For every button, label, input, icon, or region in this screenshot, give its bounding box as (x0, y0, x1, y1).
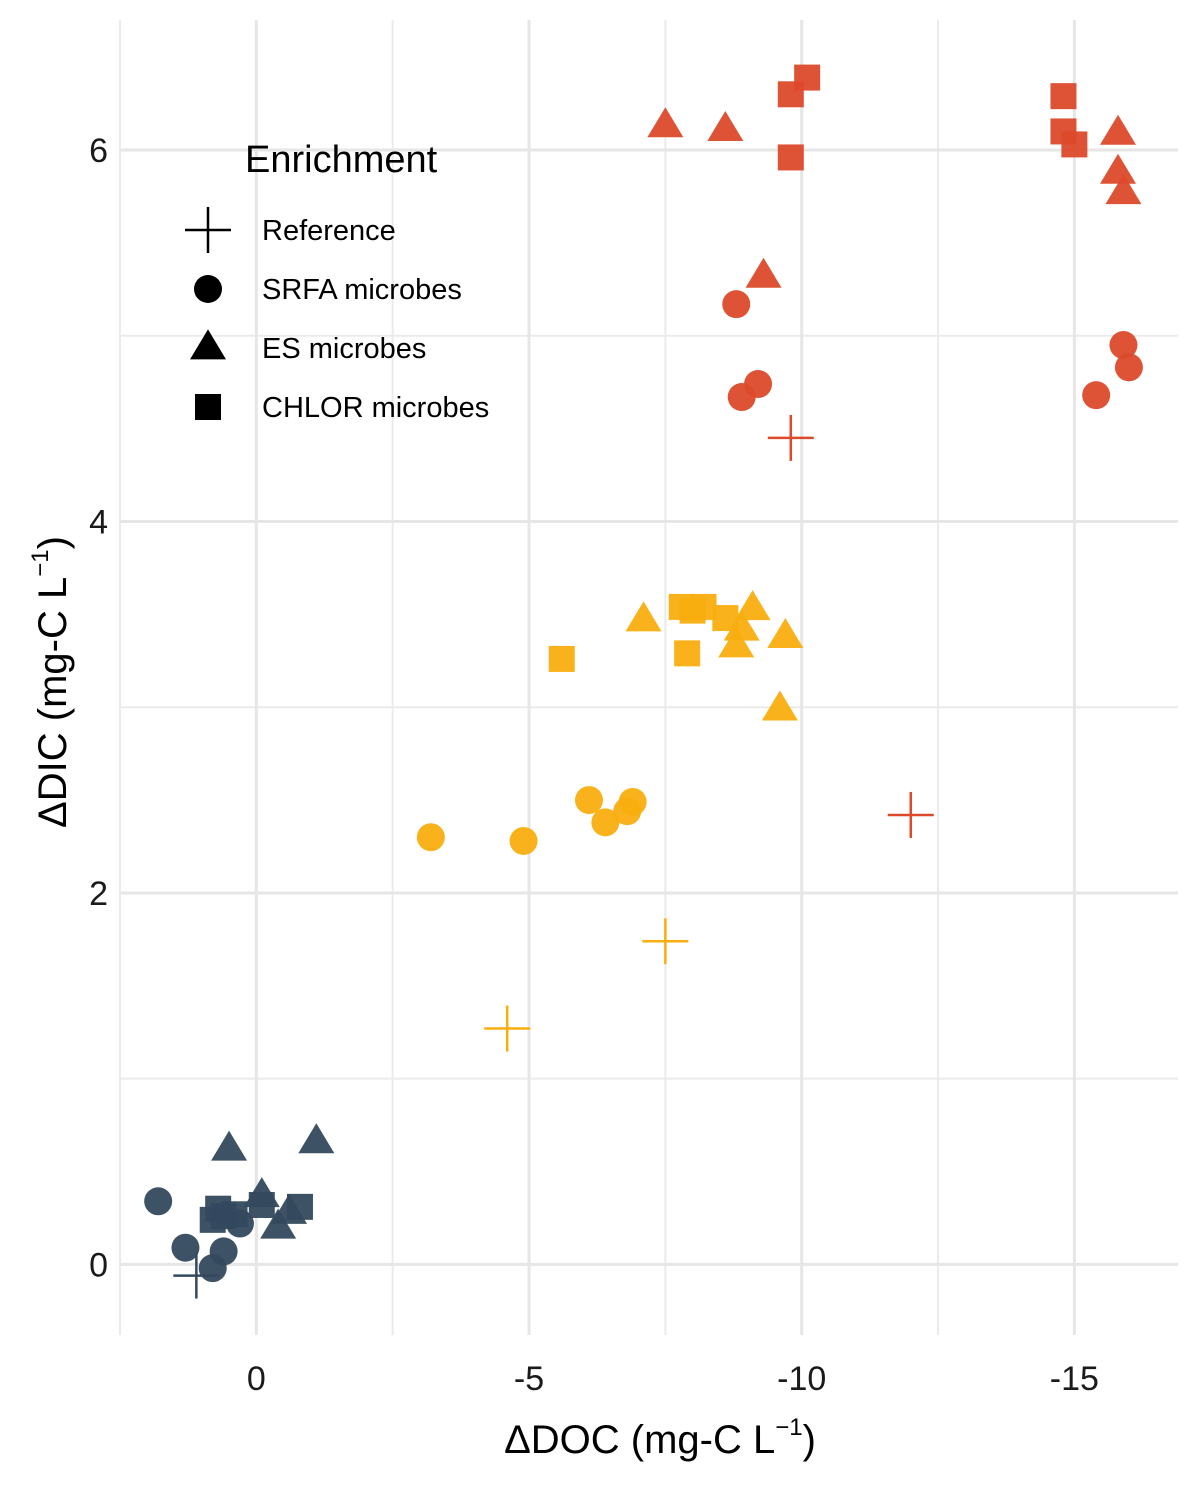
data-point-cross (767, 414, 814, 461)
data-point-circle (1082, 381, 1111, 410)
data-point-triangle (718, 627, 755, 658)
data-point-circle (171, 1233, 200, 1262)
data-point-triangle (734, 590, 771, 621)
data-point-triangle (211, 1130, 248, 1161)
data-point-square (1061, 131, 1088, 158)
data-point-square (712, 605, 739, 632)
x-tick-label: -15 (1050, 1360, 1099, 1398)
data-point-square (690, 593, 717, 620)
data-point-triangle (761, 690, 798, 721)
data-point-square (674, 640, 701, 667)
data-point-cross (173, 1252, 220, 1299)
legend-key-triangle (190, 329, 226, 360)
y-axis-title: ΔDIC (mg-C L−1) (27, 536, 75, 828)
legend-label: SRFA microbes (262, 274, 462, 306)
data-point-square (1050, 83, 1077, 110)
data-point-triangle (1100, 114, 1137, 145)
data-point-triangle (707, 110, 744, 141)
x-tick-label: -5 (514, 1360, 544, 1398)
data-point-triangle (745, 257, 782, 288)
data-point-square (777, 144, 804, 171)
legend-title: Enrichment (245, 139, 438, 181)
data-point-triangle (767, 618, 804, 649)
data-point-circle (1114, 353, 1143, 382)
y-tick-label: 6 (89, 132, 108, 170)
data-point-circle (575, 786, 604, 815)
data-point-circle (509, 826, 538, 855)
data-point-cross (887, 791, 934, 838)
y-tick-label: 2 (89, 875, 108, 913)
data-point-triangle (260, 1208, 297, 1239)
data-point-triangle (723, 610, 760, 641)
data-point-cross (484, 1005, 531, 1052)
legend: Enrichment Reference SRFA microbes ES micr… (185, 139, 489, 424)
x-tick-label: 0 (247, 1360, 266, 1398)
data-point-triangle (647, 107, 684, 138)
y-tick-labels: 0 2 4 6 (89, 132, 108, 1284)
y-tick-label: 0 (89, 1246, 108, 1284)
data-point-circle (144, 1187, 173, 1216)
legend-key-circle (194, 275, 222, 303)
data-point-square (794, 64, 821, 91)
data-point-cross (642, 918, 689, 965)
x-axis-title: ΔDOC (mg-C L−1) (504, 1414, 816, 1462)
legend-label: CHLOR microbes (262, 392, 489, 424)
x-tick-labels: 0 -5 -10 -15 (247, 1360, 1099, 1398)
data-point-triangle (298, 1123, 335, 1154)
data-point-circle (1109, 331, 1138, 360)
data-point-triangle (1100, 153, 1137, 184)
data-point-circle (416, 823, 445, 852)
data-point-square (221, 1201, 248, 1228)
legend-label: Reference (262, 215, 396, 247)
data-point-square (286, 1193, 313, 1220)
data-point-circle (744, 370, 773, 399)
legend-label: ES microbes (262, 333, 426, 365)
data-point-circle (591, 808, 620, 837)
data-point-circle (209, 1237, 238, 1266)
data-point-triangle (625, 601, 662, 632)
legend-key-cross (185, 207, 231, 253)
x-tick-label: -10 (777, 1360, 826, 1398)
data-point-circle (722, 290, 751, 319)
minor-gridlines (119, 20, 1178, 1335)
major-gridlines (120, 20, 1178, 1335)
legend-key-square (195, 394, 221, 420)
y-tick-label: 4 (89, 503, 108, 541)
data-points (144, 64, 1143, 1299)
data-point-circle (618, 787, 647, 816)
data-point-square (548, 645, 575, 672)
data-point-triangle (1105, 174, 1142, 205)
data-point-square (248, 1191, 275, 1218)
